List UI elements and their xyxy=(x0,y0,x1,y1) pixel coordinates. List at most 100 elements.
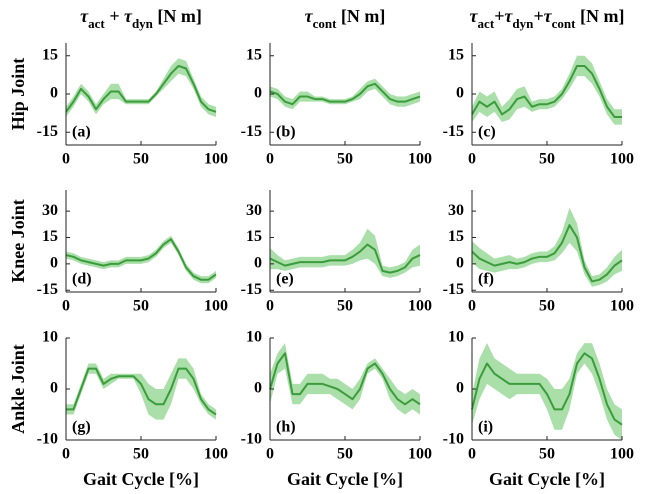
title-text: [N m] xyxy=(336,6,385,26)
x-axis-label: Gait Cycle [%] xyxy=(489,469,605,489)
y-tick-label: -10 xyxy=(443,431,464,448)
title-text: τ xyxy=(470,6,479,26)
mean-line xyxy=(269,352,421,406)
panel-label: (d) xyxy=(72,271,92,288)
x-tick-label: 50 xyxy=(539,151,555,168)
x-tick-label: 50 xyxy=(133,298,149,315)
y-tick-label: 15 xyxy=(448,228,464,245)
mean-line xyxy=(65,238,217,281)
y-tick-label: 30 xyxy=(42,202,58,219)
x-tick-label: 100 xyxy=(408,446,432,463)
title-text: τ xyxy=(80,6,89,26)
mean-line xyxy=(471,224,623,283)
mean-line xyxy=(471,64,622,118)
y-tick-label: 10 xyxy=(448,329,464,346)
mean-line xyxy=(65,64,217,113)
x-tick-label: 100 xyxy=(610,446,634,463)
title-text: τ xyxy=(305,6,314,26)
panel-label: (i) xyxy=(478,419,493,436)
x-axis-label: Gait Cycle [%] xyxy=(83,469,199,489)
mean-line xyxy=(269,243,421,274)
x-tick-label: 100 xyxy=(204,151,228,168)
y-tick-label: -15 xyxy=(443,281,464,298)
chart-title: τcont [N m] xyxy=(305,6,386,31)
x-tick-label: 0 xyxy=(266,446,274,463)
y-tick-label: 30 xyxy=(448,202,464,219)
y-tick-label: -15 xyxy=(241,281,262,298)
chart-title: τact + τdyn [N m] xyxy=(80,6,202,31)
std-band xyxy=(472,343,622,440)
y-tick-label: 0 xyxy=(50,85,58,102)
y-tick-label: 15 xyxy=(42,46,58,63)
x-tick-label: 0 xyxy=(62,151,70,168)
x-axis-label: Gait Cycle [%] xyxy=(287,469,403,489)
y-axis-label: Knee Joint xyxy=(8,199,28,283)
title-subscript: act xyxy=(88,16,105,31)
x-tick-label: 50 xyxy=(539,446,555,463)
panel-label: (f) xyxy=(478,271,494,288)
title-subscript: cont xyxy=(552,16,577,31)
x-tick-label: 0 xyxy=(62,446,70,463)
y-tick-label: 10 xyxy=(246,329,262,346)
x-tick-label: 100 xyxy=(408,151,432,168)
std-band xyxy=(472,207,622,287)
y-tick-label: -10 xyxy=(37,431,58,448)
y-tick-label: -15 xyxy=(37,123,58,140)
x-tick-label: 100 xyxy=(204,446,228,463)
x-tick-label: 100 xyxy=(610,298,634,315)
mean-line xyxy=(269,82,421,106)
panel-label: (c) xyxy=(478,124,496,141)
x-tick-label: 0 xyxy=(266,151,274,168)
y-tick-label: 0 xyxy=(456,255,464,272)
y-tick-label: 0 xyxy=(50,380,58,397)
chart-title: τact+τdyn+τcont [N m] xyxy=(470,6,625,31)
panel-label: (b) xyxy=(276,124,296,141)
x-tick-label: 0 xyxy=(468,298,476,315)
mean-line xyxy=(66,367,217,416)
y-tick-label: 15 xyxy=(246,46,262,63)
x-tick-label: 50 xyxy=(337,298,353,315)
x-tick-label: 0 xyxy=(468,151,476,168)
mean-line xyxy=(471,352,623,426)
panel-label: (h) xyxy=(276,419,296,436)
x-tick-label: 0 xyxy=(266,298,274,315)
title-subscript: cont xyxy=(313,16,338,31)
y-tick-label: -15 xyxy=(443,123,464,140)
x-tick-label: 100 xyxy=(408,298,432,315)
std-band xyxy=(270,78,420,110)
title-subscript: dyn xyxy=(512,16,534,31)
panel-label: (g) xyxy=(72,419,91,436)
title-text: +τ xyxy=(533,6,552,26)
y-tick-label: 0 xyxy=(50,255,58,272)
x-tick-label: 50 xyxy=(133,446,149,463)
x-tick-label: 0 xyxy=(468,446,476,463)
x-tick-label: 0 xyxy=(62,298,70,315)
title-text: +τ xyxy=(494,6,513,26)
y-tick-label: -15 xyxy=(241,123,262,140)
x-tick-label: 50 xyxy=(539,298,555,315)
title-subscript: act xyxy=(478,16,495,31)
y-tick-label: 30 xyxy=(246,202,262,219)
std-band xyxy=(66,58,216,117)
y-tick-label: 0 xyxy=(254,85,262,102)
panel-label: (e) xyxy=(276,271,294,288)
y-tick-label: -10 xyxy=(241,431,262,448)
x-tick-label: 100 xyxy=(204,298,228,315)
y-tick-label: 0 xyxy=(254,255,262,272)
title-text: + τ xyxy=(105,6,133,26)
std-band xyxy=(270,228,420,278)
y-axis-label: Hip Joint xyxy=(8,58,28,131)
y-tick-label: 0 xyxy=(254,380,262,397)
title-text: [N m] xyxy=(575,6,624,26)
y-tick-label: 0 xyxy=(456,380,464,397)
title-text: [N m] xyxy=(153,6,202,26)
std-band xyxy=(472,55,622,125)
x-tick-label: 50 xyxy=(133,151,149,168)
title-subscript: dyn xyxy=(132,16,154,31)
y-tick-label: 10 xyxy=(42,329,58,346)
y-tick-label: 15 xyxy=(448,46,464,63)
y-tick-label: 15 xyxy=(42,228,58,245)
x-tick-label: 50 xyxy=(337,446,353,463)
y-axis-label: Ankle Joint xyxy=(8,344,28,434)
